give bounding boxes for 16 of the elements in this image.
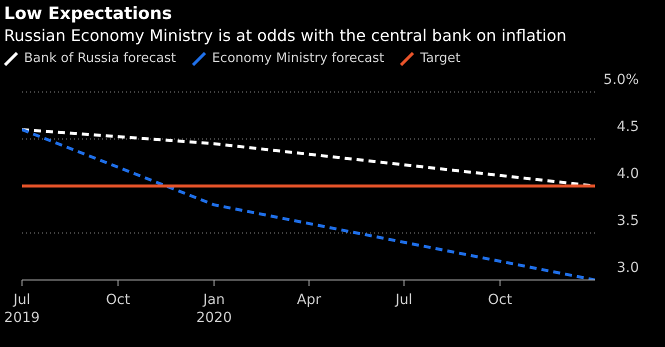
y-tick-label: 5.0%	[603, 72, 639, 88]
x-tick-label: Oct	[106, 292, 131, 308]
x-tick-label: Oct	[488, 292, 513, 308]
y-tick-label: 3.5	[616, 213, 639, 229]
legend-label: Target	[420, 51, 460, 66]
y-tick-label: 3.0	[616, 260, 639, 276]
y-tick-label: 4.5	[616, 119, 639, 135]
x-tick-label: Jan 2020	[196, 292, 232, 326]
legend-label: Bank of Russia forecast	[24, 51, 176, 66]
chart-subtitle: Russian Economy Ministry is at odds with the central bank on inflation	[4, 26, 568, 45]
y-tick-label: 4.0	[616, 166, 639, 182]
x-tick-label: Jul	[394, 292, 412, 308]
x-tick-label: Apr	[296, 292, 322, 308]
x-tick-label: Jul 2019	[4, 292, 40, 326]
legend-label: Economy Ministry forecast	[212, 51, 384, 66]
chart-title: Low Expectations	[4, 4, 173, 24]
